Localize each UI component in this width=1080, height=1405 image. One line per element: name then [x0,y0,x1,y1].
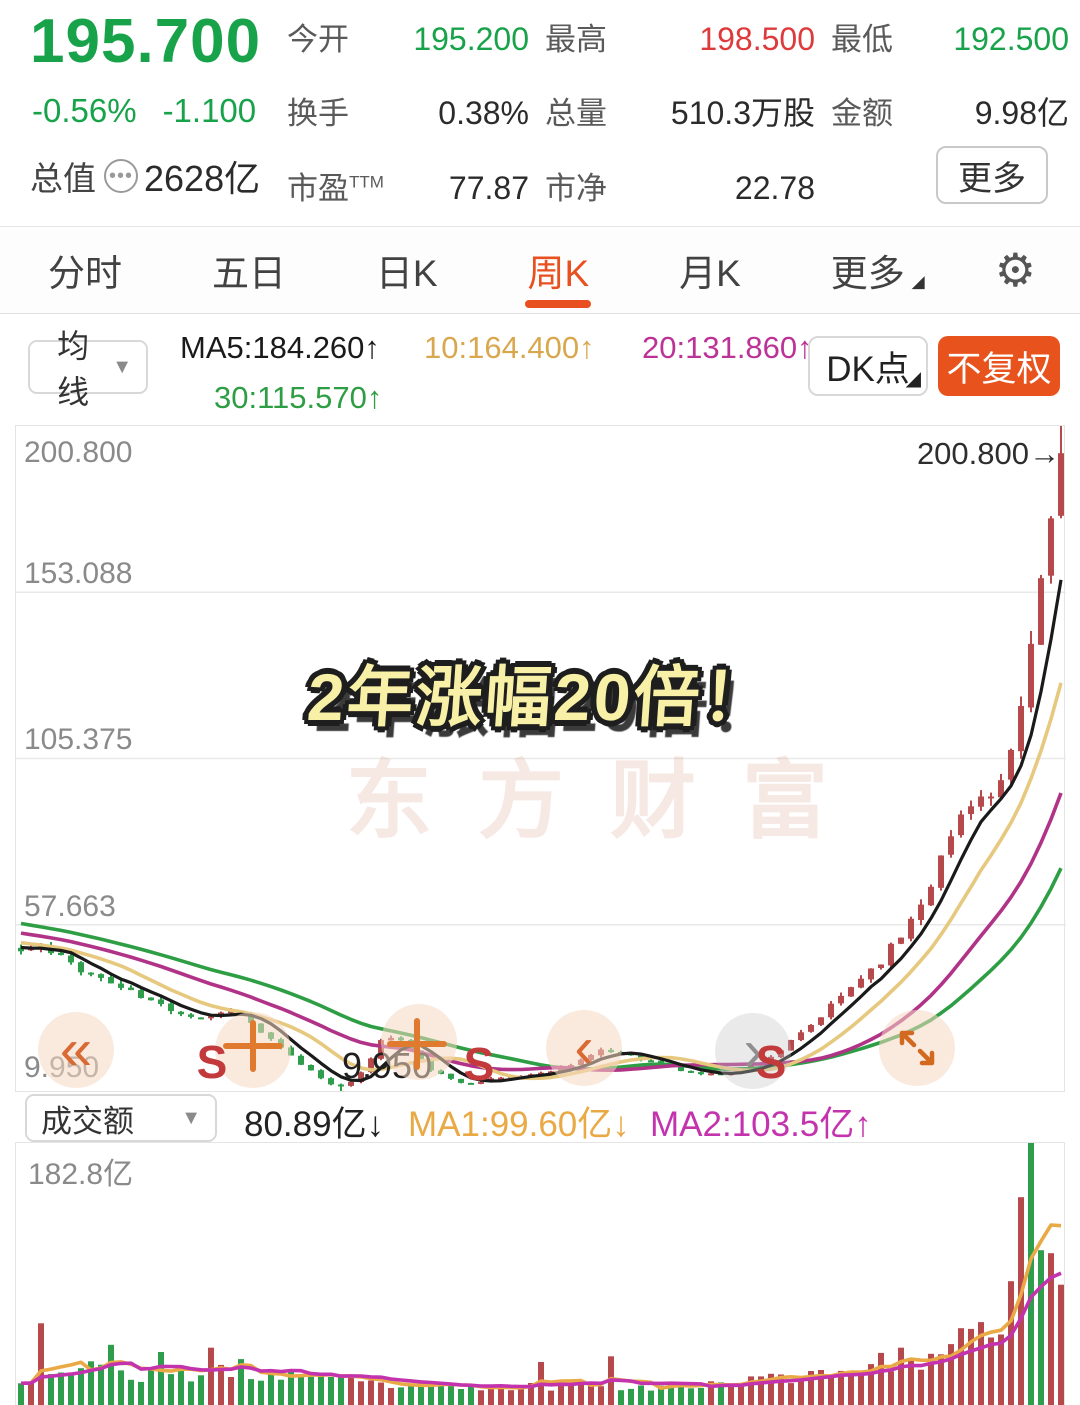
tab-more[interactable]: 更多 ◢ [830,253,925,294]
expand-arrows-icon [899,1030,935,1066]
ma-selector-dropdown[interactable]: 均线 ▼ [28,328,148,410]
corner-triangle-icon: ◢ [911,272,925,291]
market-cap-value: 2628亿 [144,158,261,199]
info-icon[interactable]: ••• [104,159,138,193]
volume-max-label: 182.8亿 [28,1158,134,1191]
fullscreen-icon[interactable] [879,1010,955,1086]
sell-point-marker: S [755,1036,787,1088]
stat-label: 总量 [545,96,607,131]
stat-市盈: 市盈TTM 77.87 [287,163,529,208]
stat-换手: 换手 0.38% [287,88,529,134]
market-cap-row: 总值 ••• 2628亿 [30,150,260,202]
market-cap-label: 总值 [30,160,96,197]
price-change-row: -0.56% -1.100 [32,92,282,130]
stat-label: 市盈TTM [287,171,384,206]
indicator-row: 均线 ▼ MA5:184.260↑ 10:164.400↑ 20:131.860… [0,314,1080,424]
chevron-down-icon: ▼ [112,355,132,378]
pan-left-icon[interactable]: ‹ [546,1010,622,1086]
volume-ma1-value: MA1:99.60亿↓ [408,1105,630,1144]
ma-selector-label: 均线 [57,328,90,410]
stat-value: 9.98亿 [974,95,1069,131]
volume-selector-dropdown[interactable]: 成交额 ▼ [25,1094,217,1142]
dk-points-label: DK点 [826,349,910,389]
tab-分时[interactable]: 分时 [48,253,122,294]
watermark: 东方财富 [346,753,874,849]
stat-金额: 金额 9.98亿 [831,88,1069,134]
quote-stats: 今开 195.200 最高 198.500 最低 192.500 换手 0.38% 总量 510.… [287,14,1073,208]
volume-selector-label: 成交额 [41,1103,134,1139]
dk-points-button[interactable]: DK点 ◢ [808,336,928,396]
pan-left-icon: ‹ [574,1015,594,1080]
legend-ma30: 30:115.570↑ [214,380,383,415]
stat-value: 195.200 [413,21,529,57]
annotation-text: 2年涨幅20倍！ [305,660,775,734]
quote-header: 195.700 -0.56% -1.100 总值 ••• 2628亿 今开 195.… [0,0,1080,226]
stat-总量: 总量 510.3万股 [545,88,815,134]
chevron-down-icon: ▼ [181,1106,201,1129]
stat-label: 最低 [831,22,893,57]
stat-value: 77.87 [448,170,529,206]
stat-label: 最高 [545,22,607,57]
gear-icon[interactable]: ⚙ [994,244,1036,296]
volume-current-value: 80.89亿↓ [244,1105,385,1144]
sell-point-marker: S [196,1036,228,1088]
stat-label: 换手 [287,96,349,131]
volume-chart-pane[interactable]: 182.8亿 [15,1142,1065,1405]
volume-chart [18,1143,1064,1405]
stat-label: 今开 [287,22,349,57]
change-amount: -1.100 [162,92,257,129]
stat-value: 22.78 [734,170,815,206]
stat-市净: 市净 22.78 [545,163,815,208]
stat-value: 198.500 [699,21,815,57]
stat-value: 0.38% [438,95,529,131]
rewind-icon[interactable]: « [38,1012,114,1088]
stat-label: 市净 [545,171,607,206]
last-price-label: 200.800→ [916,436,1060,471]
legend-ma20: 20:131.860↑ [642,330,813,365]
sell-point-marker: S [463,1038,495,1090]
stat-label: 金额 [831,96,893,131]
rewind-icon: « [59,1017,93,1082]
tab-日K[interactable]: 日K [375,253,438,294]
adjust-mode-button[interactable]: 不复权 [938,336,1060,396]
stat-value: 510.3万股 [670,95,815,131]
y-axis-label: 153.088 [24,557,133,590]
stat-value: 192.500 [953,21,1069,57]
pan-right-icon[interactable]: › [715,1013,791,1089]
kline-chart [16,426,1066,1091]
change-percent: -0.56% [32,92,137,129]
stat-最低: 最低 192.500 [831,14,1069,59]
kline-chart-pane[interactable]: 200.800→ 东方财富 2年涨幅20倍！ 9.950 9.950 200.8… [15,425,1066,1092]
tab-周K[interactable]: 周K [528,226,590,314]
legend-ma5: MA5:184.260↑ [180,330,380,365]
sell-point-crosshair-icon [387,1018,447,1070]
volume-ma2-value: MA2:103.5亿↑ [650,1105,872,1144]
y-axis-label: 105.375 [24,723,133,756]
sell-point-crosshair-icon [223,1020,283,1072]
stat-最高: 最高 198.500 [545,14,815,59]
y-axis-label: 57.663 [24,890,116,923]
y-axis-label: 200.800 [24,436,133,469]
tab-五日[interactable]: 五日 [211,253,286,294]
legend-ma10: 10:164.400↑ [424,330,595,365]
volume-header: 成交额 ▼ 80.89亿↓ MA1:99.60亿↓ MA2:103.5亿↑ [0,1094,1080,1144]
current-price: 195.700 [30,7,262,76]
tab-月K[interactable]: 月K [679,253,741,294]
more-button[interactable]: 更多 [936,146,1048,204]
corner-triangle-icon: ◢ [905,368,921,390]
pan-right-icon: › [743,1018,763,1083]
stat-今开: 今开 195.200 [287,14,529,59]
period-tabbar: 分时 五日 日K 周K 月K 更多 ◢ ⚙ [0,226,1080,314]
